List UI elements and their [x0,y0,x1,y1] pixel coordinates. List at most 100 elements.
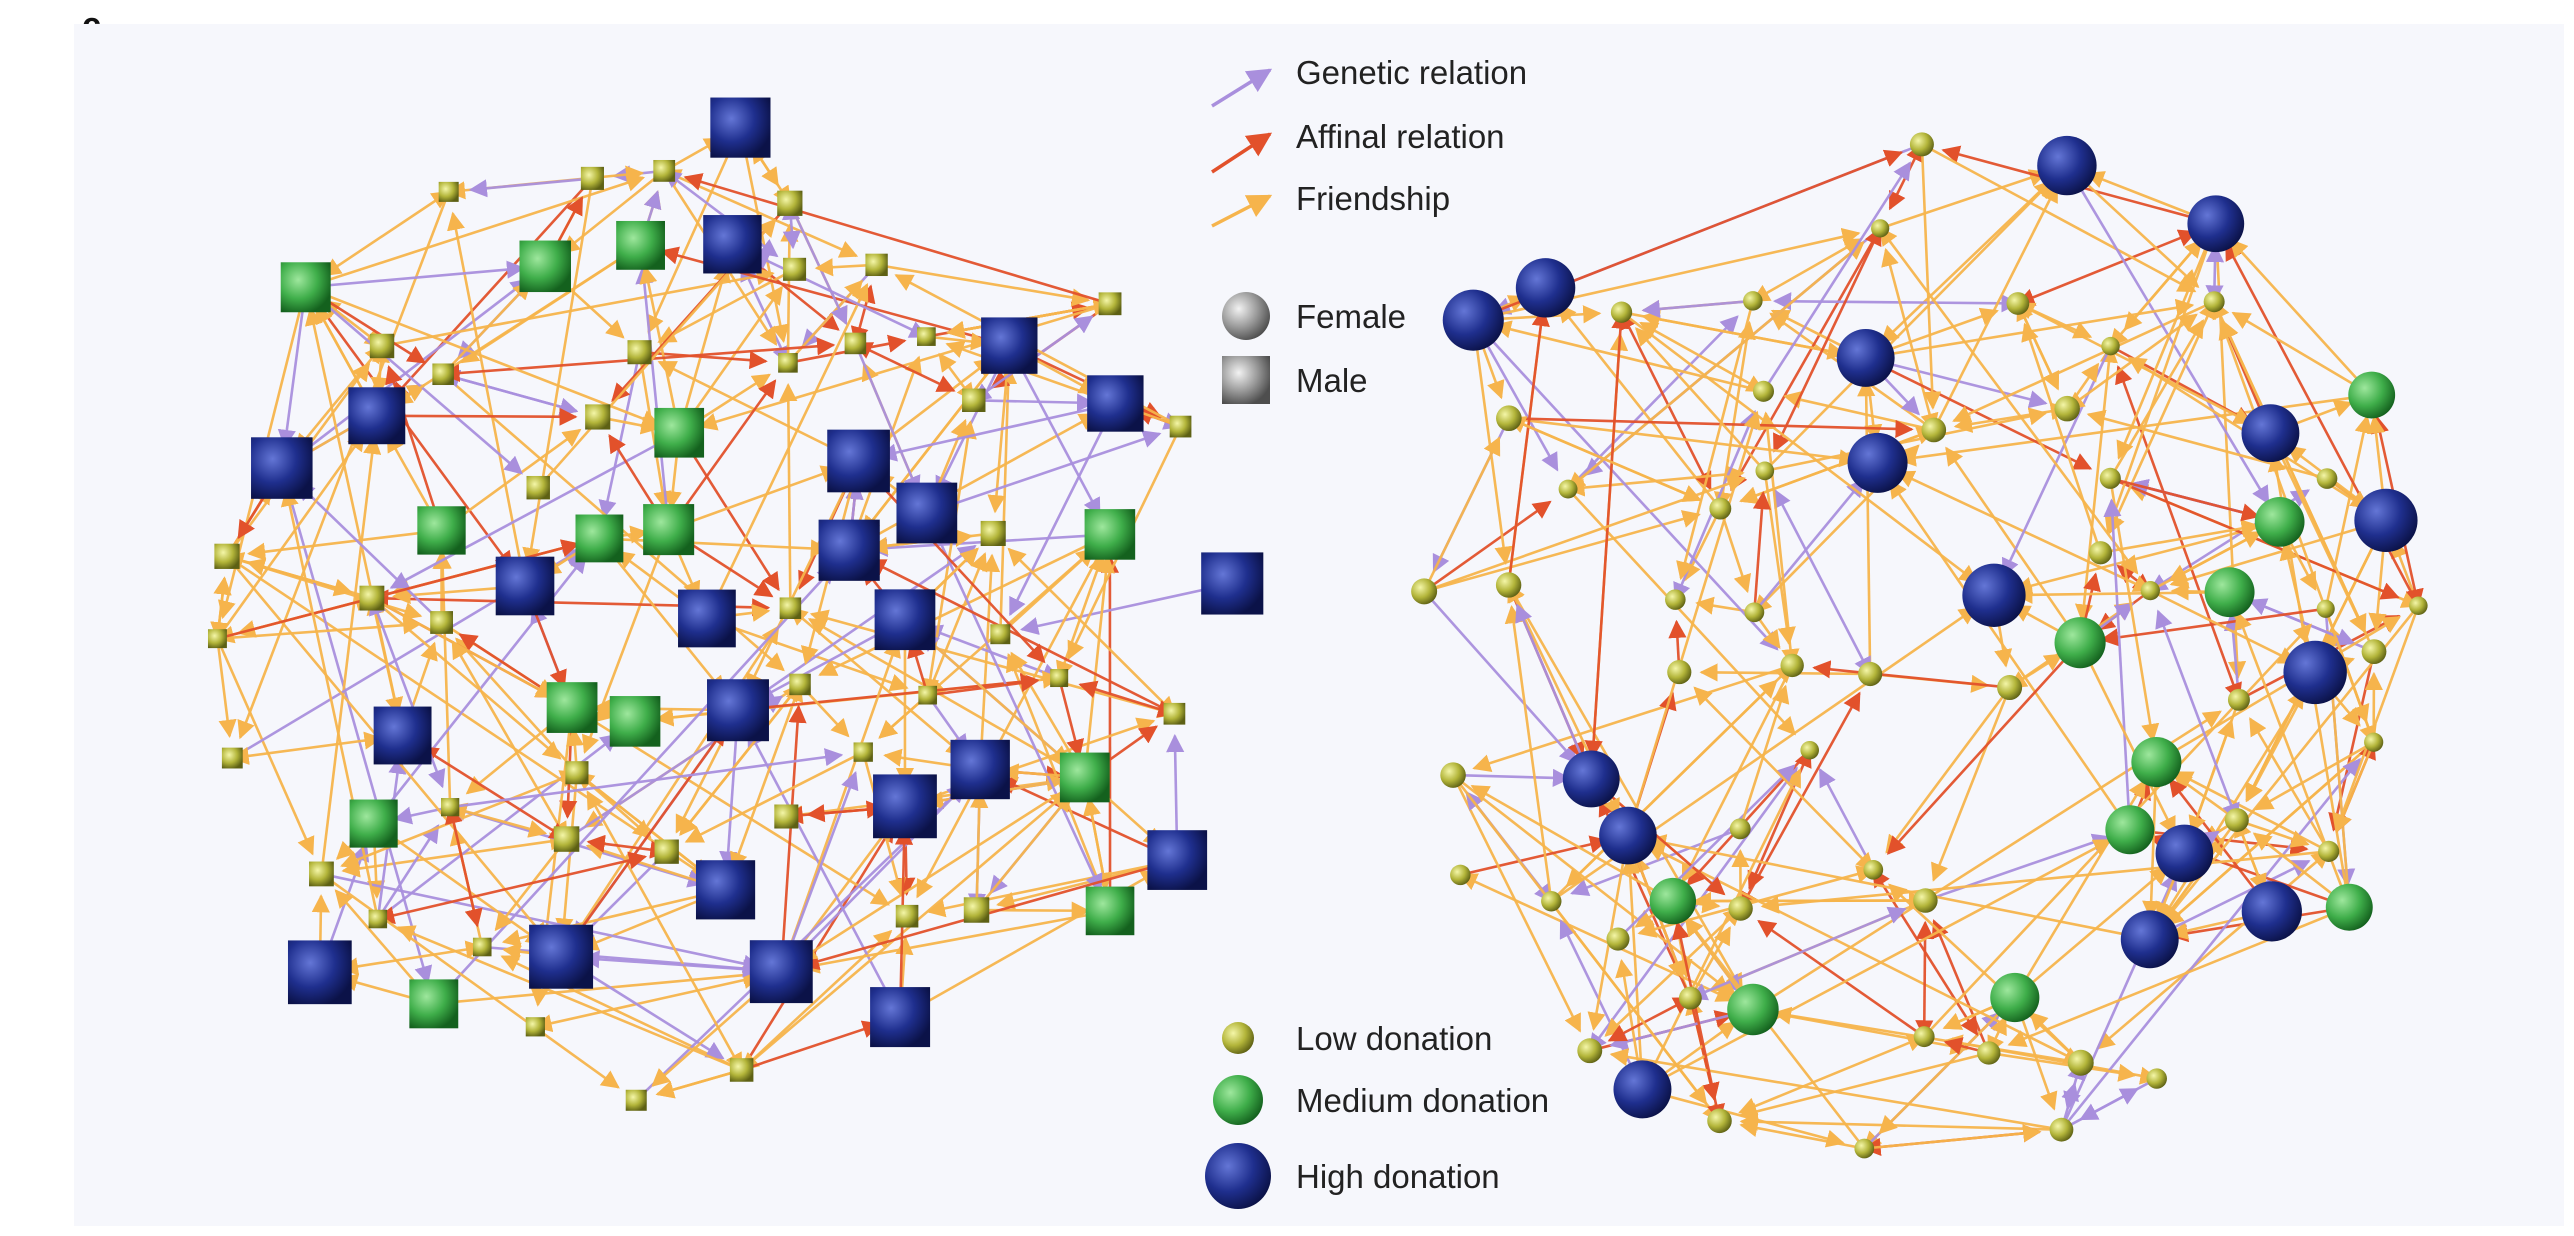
male-node-low [895,904,919,928]
female-node-low [2224,808,2249,833]
female-node-high [2120,910,2179,969]
male-node-low [1163,702,1186,725]
male-node-low [654,839,679,864]
female-node-low [1411,578,1438,605]
male-node-low [472,937,492,957]
male-node-low [917,327,936,346]
male-node-high [348,387,406,445]
legend-medium-icon [1213,1075,1263,1125]
male-node-low [844,332,867,355]
legend-genetic-arrow [1211,68,1273,108]
female-node-high [2354,488,2418,552]
male-node-low [777,190,803,216]
male-node-low [990,624,1011,645]
female-node-low [1752,380,1775,402]
female-node-low [2316,599,2335,618]
female-node-low [1997,675,2023,701]
male-node-low [309,861,334,887]
legend-genetic-label: Genetic relation [1296,54,1527,91]
edge-friendship [2014,585,2230,604]
edge-affinal [1886,641,2082,855]
male-node-low [1169,415,1192,438]
male-node-medium [575,514,624,563]
edge-friendship [1624,410,1761,838]
female-node-high [1515,258,1576,318]
edge-friendship [1620,311,1978,584]
male-node-medium [643,504,695,556]
edge-friendship [2234,818,2267,893]
male-node-high [870,987,931,1048]
edge-affinal [1078,680,1177,718]
male-node-high [827,429,890,493]
female-node-low [2140,580,2160,601]
edge-friendship [1864,1124,2042,1150]
edge-friendship [1920,144,1942,410]
female-node-high [2187,195,2245,253]
male-node-high [707,679,769,742]
male-node-low [962,388,986,412]
edge-friendship [230,731,383,765]
female-node-medium [2254,497,2305,547]
legend-male-label: Male [1296,362,1368,399]
male-node-high [1147,830,1208,890]
male-node-low [430,611,453,634]
male-node-high [703,215,762,274]
female-node-low [2099,467,2121,489]
male-node-low [438,181,459,202]
edge-genetic [1762,161,1912,393]
male-node-medium [417,506,466,555]
male-node-low [1050,669,1069,688]
edge-friendship [339,940,485,976]
female-node-low [1977,1041,2001,1065]
female-node-low [2067,1049,2094,1076]
female-node-low [1678,986,1702,1010]
female-node-low [1558,479,1578,499]
edge-friendship [2021,322,2102,554]
edge-affinal [1584,310,1630,759]
male-node-medium [1085,886,1135,936]
edge-affinal [1671,920,1725,1123]
male-node-medium [546,682,598,733]
edge-genetic [581,950,782,973]
female-node-low [1707,1108,1732,1134]
male-node-high [529,924,594,989]
edge-affinal [1773,226,1882,453]
male-node-low [526,475,550,500]
male-node-high [1201,552,1264,615]
female-node-low [1909,132,1934,157]
male-node-low [553,826,580,852]
male-node-low [865,253,888,277]
female-node-medium [1649,877,1697,925]
male-node-high [749,940,813,1004]
female-node-low [1667,660,1692,685]
male-node-low [368,909,388,929]
male-node-low [441,798,460,817]
edge-friendship [1422,436,1501,592]
legend-medium-label: Medium donation [1296,1082,1549,1119]
edge-friendship [320,872,620,1089]
edge-friendship [780,223,799,363]
female-node-low [2203,291,2225,313]
edge-genetic [2155,609,2240,822]
female-node-medium [1727,983,1779,1036]
male-node-low [853,742,873,762]
node-layer [207,97,2428,1159]
female-node-low [2146,1068,2167,1089]
male-node-high [1087,375,1144,432]
edge-friendship [2333,605,2420,833]
female-node-high [1847,432,1908,493]
female-node-low [2049,1117,2074,1142]
edge-friendship [216,432,366,640]
female-node-low [2054,395,2080,422]
male-node-low [783,257,807,281]
male-node-high [695,860,756,920]
female-node-high [1442,289,1504,351]
male-node-low [653,159,676,182]
female-node-high [1836,329,1895,387]
female-node-medium [2054,617,2106,669]
edge-friendship [1879,226,2139,575]
edge-friendship [668,465,840,531]
legend-low-icon [1222,1022,1254,1054]
female-node-low [2227,688,2250,711]
